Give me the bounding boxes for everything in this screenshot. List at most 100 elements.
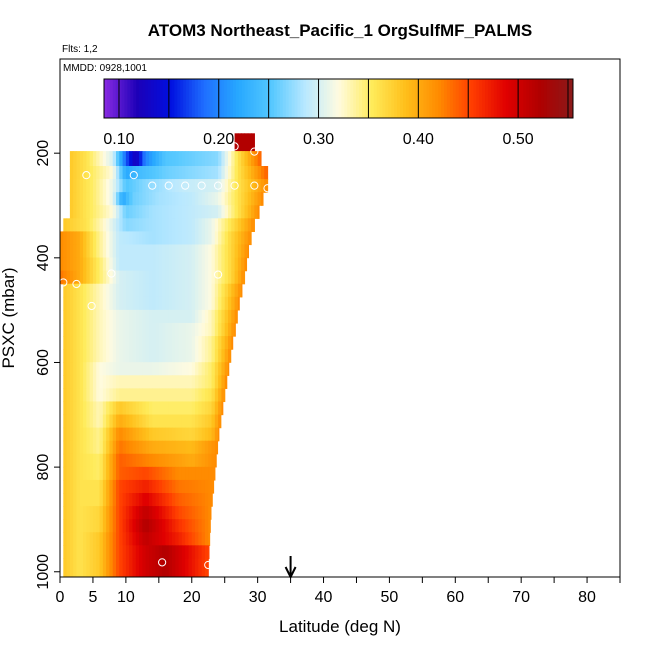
heatmap-cell [99, 244, 104, 259]
heatmap-cell [63, 375, 68, 389]
heatmap-cell [122, 192, 127, 206]
heatmap-cell [168, 218, 173, 232]
heatmap-cell [185, 322, 190, 337]
heatmap-cell [231, 296, 236, 311]
heatmap-cell [116, 414, 120, 429]
heatmap-cell [214, 283, 219, 298]
heatmap-cell [155, 309, 160, 324]
heatmap-cell [237, 231, 242, 246]
heatmap-cell [155, 205, 160, 219]
heatmap-cell [181, 231, 186, 246]
heatmap-cell [96, 440, 101, 455]
heatmap-cell [125, 388, 130, 403]
heatmap-cell [76, 440, 81, 455]
heatmap-cell [99, 322, 104, 337]
heatmap-cell [221, 205, 226, 219]
heatmap-cell [204, 296, 209, 311]
heatmap-cell [175, 466, 180, 481]
heatmap-cell [181, 440, 186, 455]
heatmap-cell [69, 151, 74, 167]
heatmap-cell [204, 532, 209, 546]
heatmap-cell [79, 532, 84, 546]
heatmap-cell [204, 519, 209, 533]
heatmap-cell [63, 545, 68, 560]
heatmap-cell [165, 231, 170, 246]
heatmap-cell [122, 336, 127, 350]
heatmap-cell [145, 414, 150, 429]
heatmap-cell [191, 179, 196, 193]
heatmap-cell [172, 179, 176, 193]
heatmap-cell [237, 179, 242, 193]
heatmap-cell [175, 388, 180, 403]
heatmap-cell [109, 479, 114, 494]
heatmap-cell [89, 257, 94, 272]
heatmap-cell [73, 401, 78, 416]
heatmap-cell [172, 532, 176, 546]
heatmap-cell [191, 244, 196, 259]
heatmap-cell [112, 440, 117, 455]
heatmap-cell [152, 479, 157, 494]
heatmap-cell [119, 558, 124, 577]
heatmap-cell [195, 270, 199, 285]
heatmap-cell [63, 388, 68, 403]
heatmap-cell [69, 283, 74, 298]
latitude-arrow [284, 556, 297, 580]
heatmap-cell [119, 479, 124, 494]
heatmap-cell [96, 545, 101, 560]
heatmap-cell [155, 179, 160, 193]
heatmap-cell [63, 218, 68, 232]
heatmap-cell [172, 322, 176, 337]
heatmap-cell [237, 192, 242, 206]
heatmap-cell [145, 506, 150, 520]
colorbar-swatch [212, 79, 216, 118]
heatmap-cell [69, 270, 74, 285]
heatmap-cell [175, 151, 180, 167]
heatmap-cell [102, 336, 107, 350]
heatmap-cell [244, 231, 249, 246]
heatmap-cell [99, 336, 104, 350]
colorbar-swatch [189, 79, 193, 118]
heatmap-cell [201, 270, 206, 285]
heatmap-cell [204, 479, 209, 494]
heatmap-cell [201, 401, 206, 416]
heatmap-cell [76, 427, 81, 442]
colorbar-swatch [432, 79, 436, 118]
heatmap-cell [125, 453, 130, 468]
heatmap-cell [116, 205, 120, 219]
heatmap-cell [73, 296, 78, 311]
heatmap-cell [175, 179, 180, 193]
heatmap-cell [195, 388, 199, 403]
heatmap-cell [63, 244, 68, 259]
heatmap-cell [162, 231, 167, 246]
colorbar-swatch [385, 79, 389, 118]
heatmap-cell [102, 479, 107, 494]
heatmap-cell [99, 192, 104, 206]
heatmap-cell [221, 336, 226, 350]
heatmap-cell [208, 283, 213, 298]
heatmap-cell [142, 362, 147, 376]
heatmap-cell [172, 466, 176, 481]
heatmap-cell [142, 205, 147, 219]
y-tick-label: 800 [35, 454, 52, 481]
heatmap-cell [139, 336, 143, 350]
heatmap-cell [86, 283, 91, 298]
heatmap-cell [201, 532, 206, 546]
heatmap-cell [92, 440, 97, 455]
heatmap-cell [135, 151, 140, 167]
heatmap-cell [122, 519, 127, 533]
heatmap-cell [201, 375, 206, 389]
heatmap-cell [145, 322, 150, 337]
heatmap-cell [204, 179, 209, 193]
heatmap-cell [158, 179, 163, 193]
heatmap-cell [139, 309, 143, 324]
heatmap-cell [109, 414, 114, 429]
heatmap-cell [198, 257, 203, 272]
heatmap-cell [73, 283, 78, 298]
heatmap-cell [129, 309, 134, 324]
heatmap-cell [168, 349, 173, 363]
colorbar-swatch [394, 79, 398, 118]
heatmap-cell [66, 309, 71, 324]
colorbar-swatch [543, 79, 548, 118]
heatmap-cell [73, 270, 78, 285]
heatmap-cell [148, 322, 153, 337]
